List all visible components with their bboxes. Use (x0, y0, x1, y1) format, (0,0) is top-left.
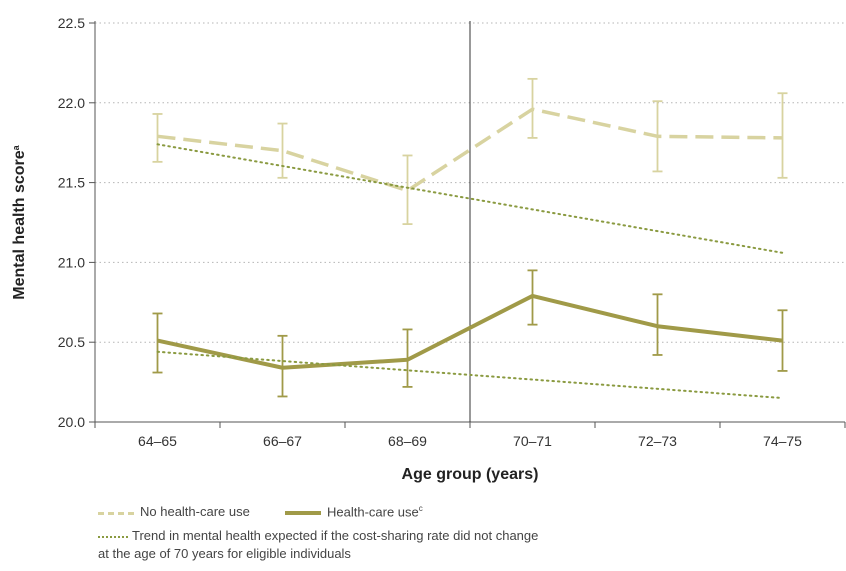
y-tick-label: 21.5 (58, 175, 85, 191)
legend-dotted-swatch (98, 536, 128, 538)
y-tick-label: 21.0 (58, 254, 85, 270)
y-tick-label: 22.5 (58, 15, 85, 31)
data-point-no-health-care-use (157, 135, 158, 137)
legend-label-health-care-use: Health-care use (327, 504, 419, 520)
x-tick-label: 70–71 (513, 433, 552, 449)
data-point-no-health-care-use (782, 137, 783, 139)
y-axis-title-superscript: a (11, 144, 21, 150)
data-point-no-health-care-use (407, 190, 408, 192)
data-point-health-care-use (532, 295, 533, 297)
chart-area: 20.0 20.5 21.0 21.5 22.0 22.5 64–65 66–67 68–69 7… (11, 15, 846, 483)
legend-superscript-c: c (418, 504, 423, 513)
legend-label-no-health-care-use: No health-care use (140, 504, 250, 519)
series-line-health-care-use (157, 293, 783, 370)
data-point-no-health-care-use (282, 150, 283, 152)
legend-dashed-swatch (98, 512, 134, 515)
y-tick-label: 22.0 (58, 95, 85, 111)
x-tick-label: 72–73 (638, 433, 677, 449)
legend-item-health-care-use: Health-care usec (327, 504, 423, 519)
y-axis-title: Mental health scorea (11, 144, 28, 299)
trend-line (156, 350, 784, 400)
y-tick-label: 20.5 (58, 334, 85, 350)
legend-trend-line2: at the age of 70 years for eligible indi… (98, 546, 351, 561)
legend-item-no-health-care-use: No health-care use (140, 504, 250, 519)
data-point-no-health-care-use (657, 135, 658, 137)
legend-solid-swatch (285, 511, 321, 515)
data-point-no-health-care-use (532, 108, 533, 110)
x-tick-label: 66–67 (263, 433, 302, 449)
x-tick-label: 74–75 (763, 433, 802, 449)
legend-trend-line1: Trend in mental health expected if the c… (132, 528, 539, 543)
series-line-no-health-care-use (157, 107, 783, 193)
y-tick-label: 20.0 (58, 414, 85, 430)
data-point-health-care-use (657, 325, 658, 327)
data-point-health-care-use (407, 359, 408, 361)
data-point-health-care-use (782, 340, 783, 342)
x-tick-label: 64–65 (138, 433, 177, 449)
data-point-health-care-use (157, 340, 158, 342)
data-point-health-care-use (282, 367, 283, 369)
legend: No health-care use Health-care usec Tren… (0, 500, 846, 571)
trend-line (156, 143, 784, 254)
x-axis-title: Age group (years) (402, 466, 539, 483)
x-tick-label: 68–69 (388, 433, 427, 449)
